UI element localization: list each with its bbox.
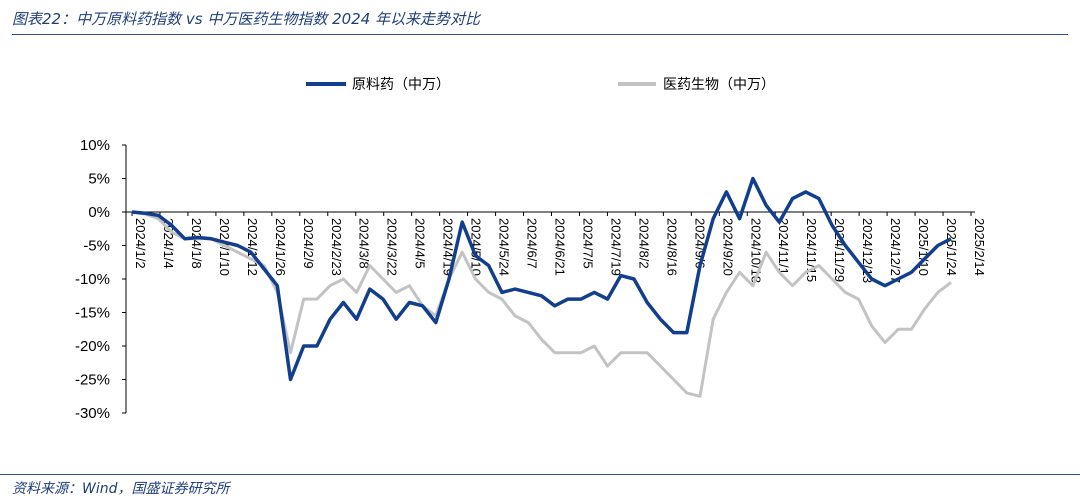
x-tick-label: 2024/8/2 <box>636 218 651 269</box>
y-tick-label: -20% <box>75 338 110 355</box>
series-group <box>131 176 952 398</box>
chart: 原料药（中万） 医药生物（中万） 10% 5% 0% -5% -10% -15% -20% -… <box>75 77 987 422</box>
y-tick-label: 10% <box>80 137 110 154</box>
x-tick-label: 2024/10/18 <box>748 218 763 283</box>
footer-rule <box>0 474 1080 475</box>
x-tick-label: 2024/6/21 <box>553 218 568 276</box>
x-tick-label: 2024/7/19 <box>608 218 623 276</box>
x-tick-label: 2024/8/16 <box>664 218 679 276</box>
legend-raw-label: 原料药（中万） <box>352 77 450 93</box>
x-tick-label: 2024/2/9 <box>301 218 316 269</box>
y-tick-label: -5% <box>83 238 110 255</box>
x-tick-label: 2024/7/5 <box>580 218 595 269</box>
y-tick-label: -25% <box>75 372 110 389</box>
legend-pharma-label: 医药生物（中万） <box>663 77 775 93</box>
legend: 原料药（中万） 医药生物（中万） <box>306 77 775 93</box>
y-axis: 10% 5% 0% -5% -10% -15% -20% -25% -30% <box>75 137 127 422</box>
x-tick-label: 2024/11/1 <box>776 218 791 275</box>
title-bar: 图表22：中万原料药指数 vs 中万医药生物指数 2024 年以来走势对比 <box>12 4 1068 35</box>
x-tick-label: 2024/1/2 <box>133 218 148 269</box>
x-tick-label: 2024/4/5 <box>413 218 428 269</box>
y-tick-label: 0% <box>88 204 110 221</box>
x-tick-label: 2024/1/8 <box>189 218 204 269</box>
x-tick-label: 2024/5/24 <box>497 218 512 276</box>
source-note: 资料来源：Wind，国盛证券研究所 <box>12 481 230 497</box>
y-tick-label: 5% <box>88 171 110 188</box>
x-tick-label: 2025/1/24 <box>944 218 959 276</box>
y-tick-label: -30% <box>75 405 110 422</box>
x-tick-label: 2024/2/23 <box>329 218 344 276</box>
x-tick-label: 2024/6/7 <box>525 218 540 269</box>
x-tick-label: 2024/3/22 <box>385 218 400 276</box>
x-tick-label: 2024/1/12 <box>245 218 260 276</box>
x-tick-label: 2024/12/27 <box>888 218 903 283</box>
x-tick-label: 2024/3/8 <box>357 218 372 269</box>
series-line-raw-material <box>131 176 952 382</box>
x-axis: 2024/1/2 2024/1/4 2024/1/8 2024/1/10 2024/1/… <box>126 211 987 283</box>
y-tick-label: -15% <box>75 305 110 322</box>
x-tick-label: 2024/1/26 <box>273 218 288 276</box>
y-tick-label: -10% <box>75 271 110 288</box>
x-tick-label: 2024/5/10 <box>469 218 484 276</box>
chart-title: 图表22：中万原料药指数 vs 中万医药生物指数 2024 年以来走势对比 <box>12 10 481 28</box>
x-tick-label: 2024/9/20 <box>720 218 735 276</box>
x-tick-label: 2025/2/14 <box>972 218 987 276</box>
